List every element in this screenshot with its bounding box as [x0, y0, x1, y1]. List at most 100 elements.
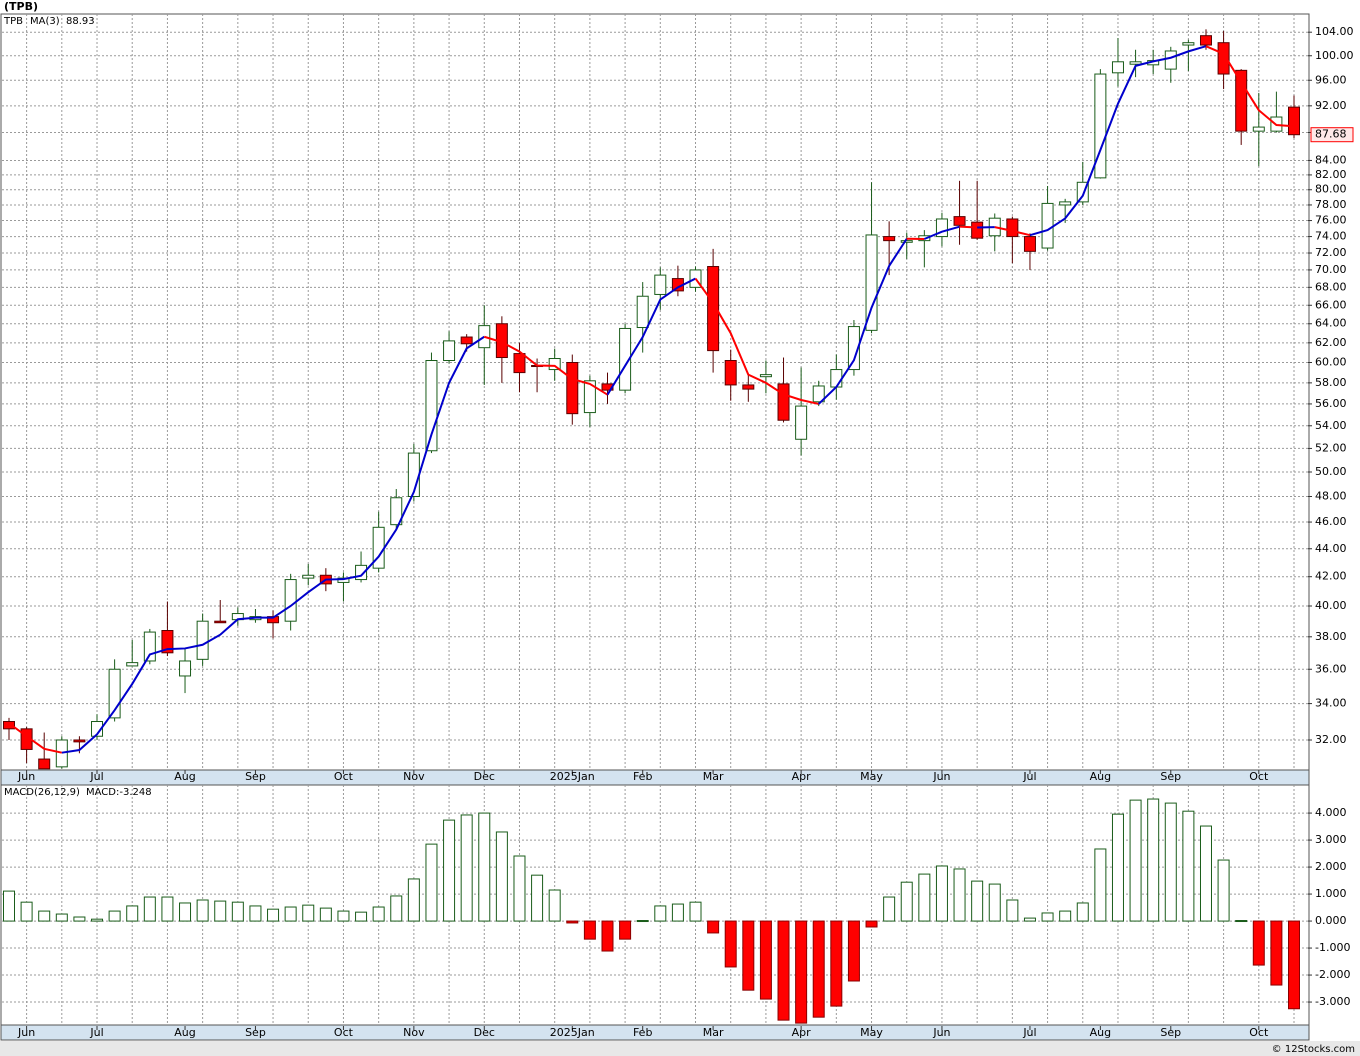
x-tick-label: Mar: [703, 1026, 724, 1039]
candle-body: [953, 216, 966, 226]
copyright: © 12Stocks.com: [1272, 1044, 1355, 1055]
legend-ma: MA(3): [30, 16, 60, 27]
ma-line: [818, 238, 908, 405]
macd-bar: [1129, 799, 1142, 922]
candle-body: [619, 327, 632, 391]
y-tick-label: 104.00: [1315, 25, 1354, 38]
ma-line: [959, 225, 978, 229]
x-tick-label: Jun: [932, 770, 950, 783]
macd-bar: [1182, 810, 1195, 922]
x-tick-label: Nov: [403, 770, 425, 783]
y-tick-label: -3.000: [1315, 995, 1350, 1008]
ma-line: [694, 277, 819, 405]
macd-bar: [425, 843, 438, 922]
macd-bar: [126, 905, 139, 922]
y-tick-label: 76.00: [1315, 214, 1347, 227]
candle-body: [1235, 69, 1248, 132]
y-tick-label: 78.00: [1315, 198, 1347, 211]
macd-bar: [971, 880, 984, 922]
x-tick-label: Sep: [245, 770, 266, 783]
x-tick-label: Sep: [1160, 1026, 1181, 1039]
candle-body: [1041, 202, 1054, 249]
macd-bar: [20, 901, 33, 922]
y-tick-label: 68.00: [1315, 280, 1347, 293]
candle-body: [1111, 61, 1124, 74]
ma-line: [61, 335, 485, 754]
x-tick-label: Sep: [245, 1026, 266, 1039]
macd-bar: [179, 902, 192, 922]
macd-bar: [654, 905, 667, 922]
candle-body: [302, 574, 315, 579]
candle-body: [196, 620, 209, 660]
x-tick-label: May: [860, 1026, 883, 1039]
y-tick-label: 54.00: [1315, 419, 1347, 432]
candle-body: [1059, 201, 1072, 206]
x-tick-label: Oct: [1249, 770, 1269, 783]
x-tick-label: Jul: [1022, 1026, 1036, 1039]
macd-bar: [319, 907, 332, 922]
y-tick-label: 74.00: [1315, 230, 1347, 243]
macd-bar: [918, 873, 931, 922]
x-tick-label: Aug: [174, 770, 195, 783]
candle-body: [847, 326, 860, 371]
candle-body: [3, 721, 15, 730]
x-tick-label: Sep: [1160, 770, 1181, 783]
candle-body: [548, 358, 561, 371]
y-tick-label: 64.00: [1315, 317, 1347, 330]
macd-title: MACD(26,12,9): [4, 787, 80, 798]
macd-bar: [1270, 920, 1283, 986]
macd-bar: [355, 911, 368, 922]
macd-bar: [302, 904, 315, 922]
y-tick-label: 56.00: [1315, 397, 1347, 410]
ma-line: [994, 226, 1031, 237]
macd-bar: [390, 895, 403, 922]
y-tick-label: 62.00: [1315, 336, 1347, 349]
chart-title: (TPB): [4, 0, 38, 13]
candle-body: [513, 353, 526, 374]
macd-bar: [1094, 848, 1107, 922]
x-tick-label: Feb: [633, 1026, 652, 1039]
ma-line: [606, 277, 696, 396]
last-price-label: 87.68: [1315, 128, 1347, 141]
x-tick-label: Aug: [1090, 1026, 1111, 1039]
last-price-box: [1310, 127, 1354, 143]
macd-bar: [372, 906, 385, 922]
macd-bar: [267, 908, 280, 922]
x-tick-label: Feb: [633, 770, 652, 783]
candle-body: [179, 660, 192, 677]
macd-bar: [478, 812, 491, 922]
price-x-axis: [0, 769, 1310, 786]
y-tick-label: 84.00: [1315, 153, 1347, 166]
macd-bar: [1252, 920, 1265, 966]
candle-body: [1129, 61, 1142, 65]
candle-body: [55, 739, 68, 768]
macd-bar: [231, 901, 244, 922]
x-tick-label: Mar: [703, 770, 724, 783]
macd-bar: [865, 920, 878, 928]
y-tick-label: 100.00: [1315, 49, 1354, 62]
price-panel: [0, 13, 1310, 771]
macd-bar: [900, 881, 913, 922]
candle-body: [707, 266, 720, 352]
candle-body: [1288, 106, 1300, 136]
macd-bar: [742, 920, 755, 991]
macd-bar: [566, 920, 579, 924]
macd-bar: [671, 903, 684, 922]
macd-bar: [1235, 920, 1248, 923]
macd-bar: [619, 920, 632, 940]
macd-bar: [249, 905, 262, 922]
x-tick-label: Dec: [474, 770, 495, 783]
macd-bar: [830, 920, 843, 1007]
macd-bar: [1199, 825, 1212, 922]
macd-bar: [55, 913, 68, 922]
y-tick-label: 38.00: [1315, 630, 1347, 643]
x-tick-label: 2025Jan: [550, 1026, 595, 1039]
y-tick-label: 58.00: [1315, 376, 1347, 389]
y-tick-label: 4.000: [1315, 806, 1347, 819]
x-tick-label: Jun: [17, 770, 35, 783]
candle-body: [759, 374, 772, 378]
macd-bar: [935, 865, 948, 922]
macd-bar: [548, 889, 561, 922]
macd-bar: [795, 920, 808, 1024]
candle-body: [355, 564, 368, 581]
